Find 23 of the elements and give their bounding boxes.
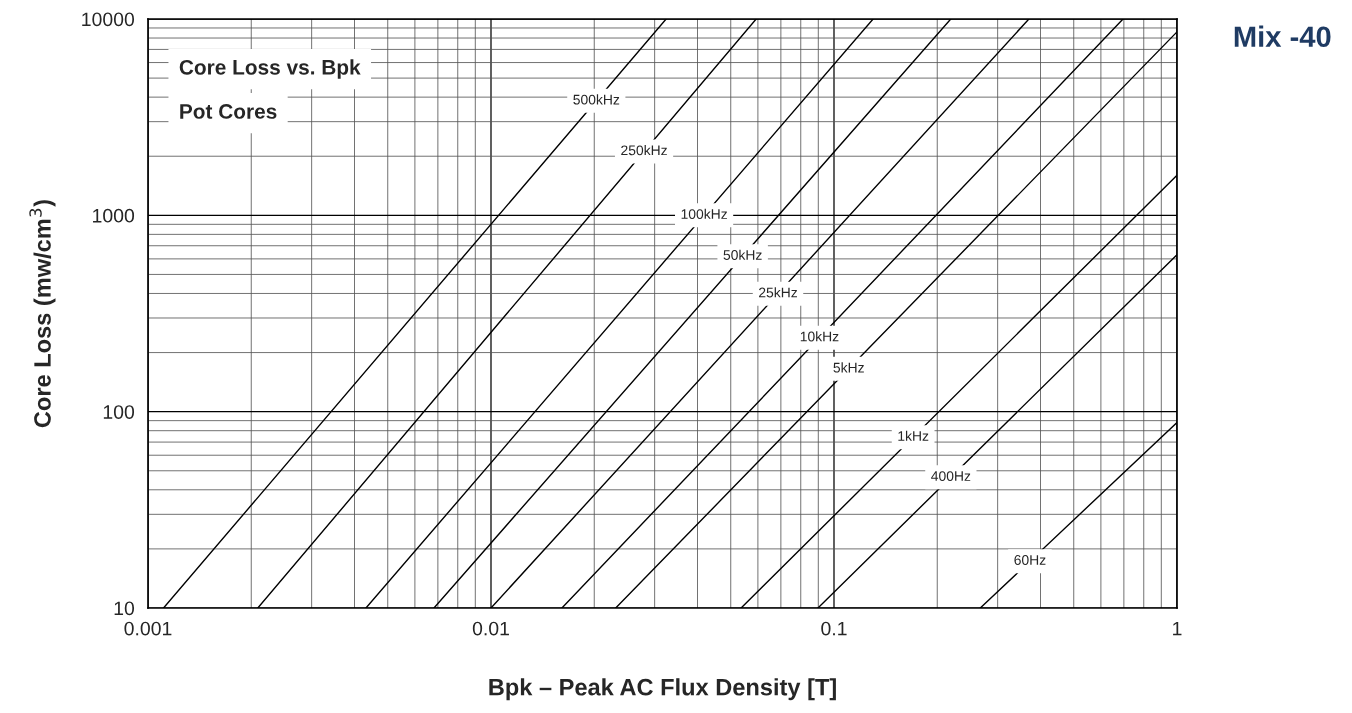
series-label: 400Hz <box>931 471 971 481</box>
y-tick-label: 100 <box>103 405 135 419</box>
series-label: 500kHz <box>573 94 620 105</box>
series-label: 25kHz <box>759 287 797 298</box>
series-label: 5kHz <box>833 362 864 373</box>
series-label: 100kHz <box>681 208 727 219</box>
y-tick-label: 10000 <box>82 12 135 27</box>
series-label: 10kHz <box>800 331 839 342</box>
x-tick-label: 0.001 <box>124 621 172 636</box>
x-tick-label: 0.1 <box>821 621 847 636</box>
text: Mix -40 <box>1234 25 1331 48</box>
y-tick-label: 10 <box>114 601 135 616</box>
y-axis-title: Core Loss (mw/cm$^{3}$) <box>29 200 56 428</box>
y-tick-label: 1000 <box>93 208 135 223</box>
x-axis-title: Bpk – Peak AC Flux Density [T] <box>489 678 836 701</box>
series-label: 1kHz <box>898 430 929 441</box>
series-label: 60Hz <box>1014 555 1046 565</box>
series-label: 250kHz <box>621 145 667 156</box>
series-label: 50kHz <box>723 249 762 260</box>
x-tick-label: 1 <box>1173 621 1182 636</box>
text: Core Loss vs. Bpk <box>179 59 361 79</box>
text: Pot Cores <box>180 104 277 119</box>
x-tick-label: 0.01 <box>472 621 509 636</box>
